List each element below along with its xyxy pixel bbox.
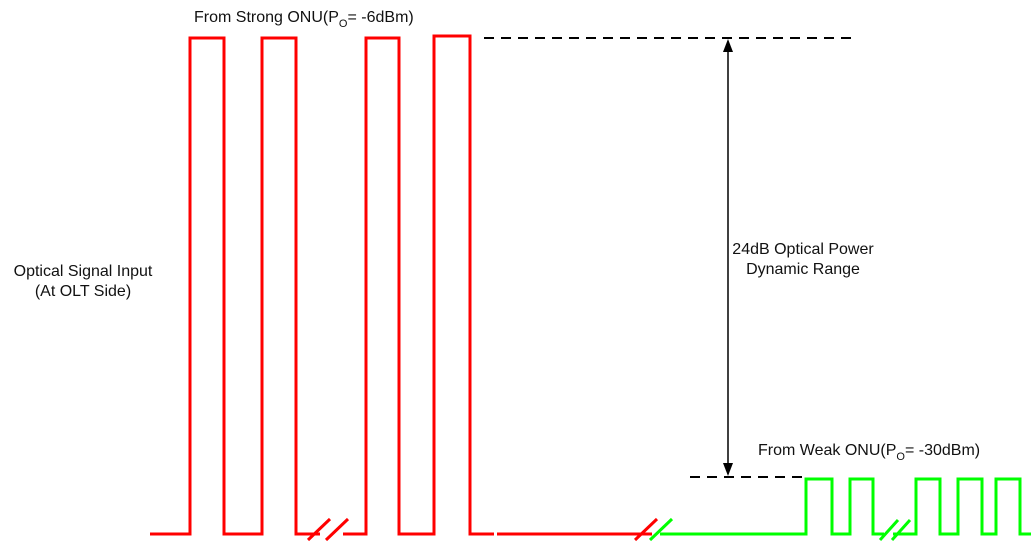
strong-onu-label-subscript: O	[338, 18, 348, 30]
dynamic-range-label: 24dB Optical Power Dynamic Range	[718, 240, 888, 280]
arrow-down-icon	[723, 463, 733, 476]
weak-break-mark-2	[878, 518, 900, 542]
arrow-up-icon	[723, 39, 733, 52]
optical-input-label: Optical Signal Input (At OLT Side)	[8, 262, 158, 302]
strong-break-mark-1	[306, 517, 332, 542]
weak-onu-waveform	[648, 477, 1031, 542]
strong-onu-label-suffix: = -6dBm)	[347, 9, 414, 26]
weak-onu-label-suffix: = -30dBm)	[904, 442, 981, 459]
strong-onu-waveform	[150, 34, 659, 542]
weak-break-mark-3	[890, 518, 912, 542]
strong-onu-label-prefix: From Strong ONU(P	[194, 9, 339, 26]
optical-input-label-line1: Optical Signal Input	[13, 263, 153, 280]
weak-break-mark-1	[648, 517, 674, 542]
weak-waveform-segment-2	[893, 477, 1031, 536]
dynamic-range-label-line2: Dynamic Range	[746, 261, 860, 278]
weak-onu-label-prefix: From Weak ONU(P	[758, 442, 897, 459]
strong-waveform-segment-2	[343, 34, 494, 536]
strong-break-mark-3	[633, 517, 659, 542]
weak-waveform-segment-1	[660, 477, 884, 536]
weak-onu-label: From Weak ONU(PO= -30dBm)	[758, 441, 981, 463]
dynamic-range-label-line1: 24dB Optical Power	[732, 241, 874, 258]
strong-waveform-segment-1	[150, 36, 320, 536]
strong-break-mark-2	[324, 517, 350, 542]
weak-onu-label-subscript: O	[896, 451, 905, 463]
strong-onu-label: From Strong ONU(PO= -6dBm)	[194, 8, 414, 30]
optical-input-label-line2: (At OLT Side)	[34, 283, 132, 300]
dynamic-range-annotation	[484, 37, 858, 478]
